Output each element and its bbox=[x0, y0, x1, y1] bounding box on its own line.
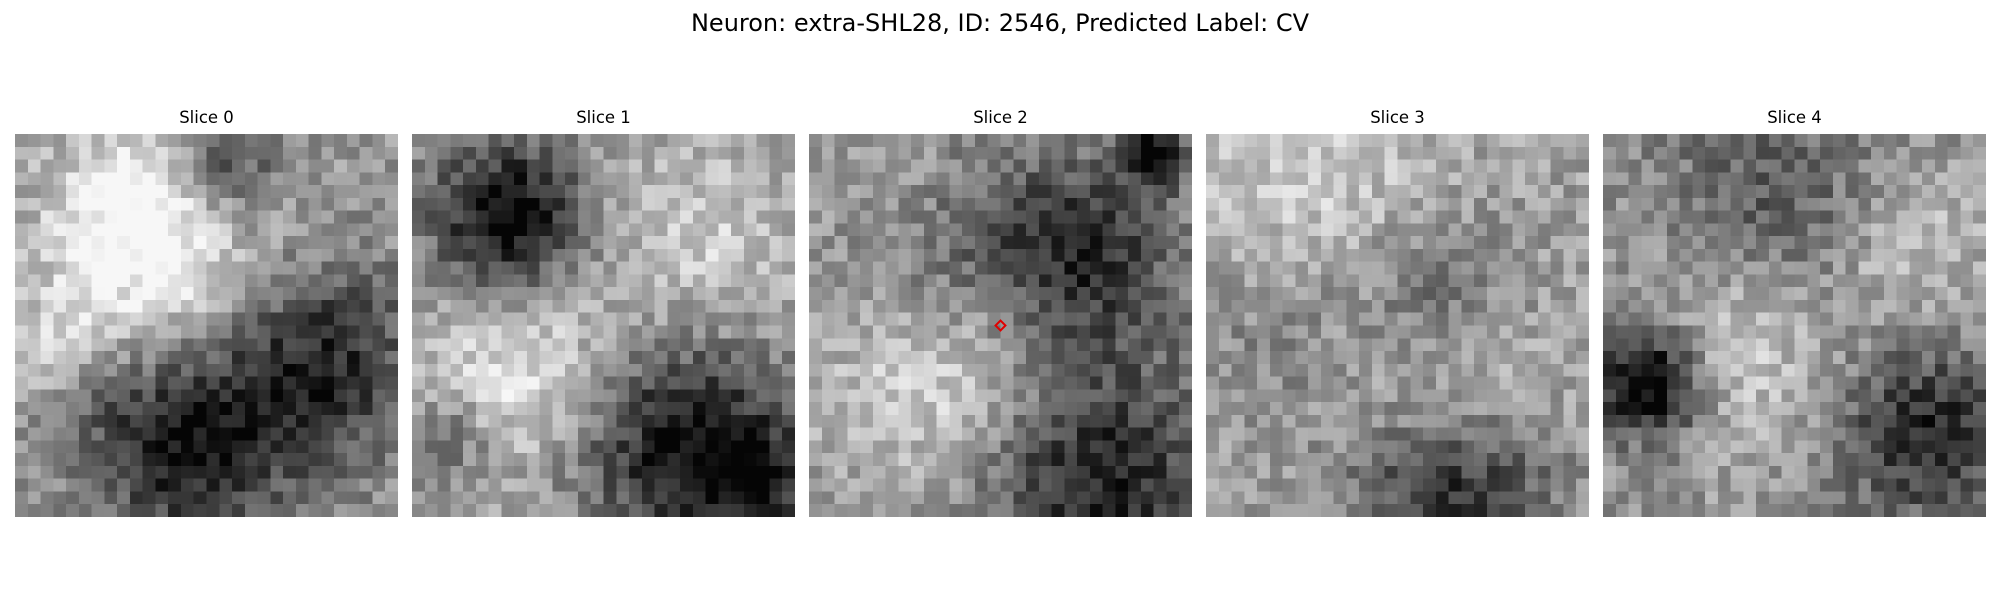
slice-title: Slice 1 bbox=[576, 108, 631, 127]
slice-title: Slice 0 bbox=[179, 108, 234, 127]
slice-image bbox=[15, 134, 398, 517]
slice-image bbox=[1206, 134, 1589, 517]
slice-title: Slice 2 bbox=[973, 108, 1028, 127]
slice-panel-3: Slice 3 bbox=[1206, 108, 1589, 517]
slice-image bbox=[412, 134, 795, 517]
slice-image bbox=[809, 134, 1192, 517]
slice-title: Slice 4 bbox=[1767, 108, 1822, 127]
figure-title: Neuron: extra-SHL28, ID: 2546, Predicted… bbox=[690, 9, 1310, 37]
slice-panel-1: Slice 1 bbox=[412, 108, 795, 517]
slice-title: Slice 3 bbox=[1370, 108, 1425, 127]
slice-image bbox=[1603, 134, 1986, 517]
slice-panel-2: Slice 2 bbox=[809, 108, 1192, 517]
slice-panel-4: Slice 4 bbox=[1603, 108, 1986, 517]
slice-panel-0: Slice 0 bbox=[15, 108, 398, 517]
